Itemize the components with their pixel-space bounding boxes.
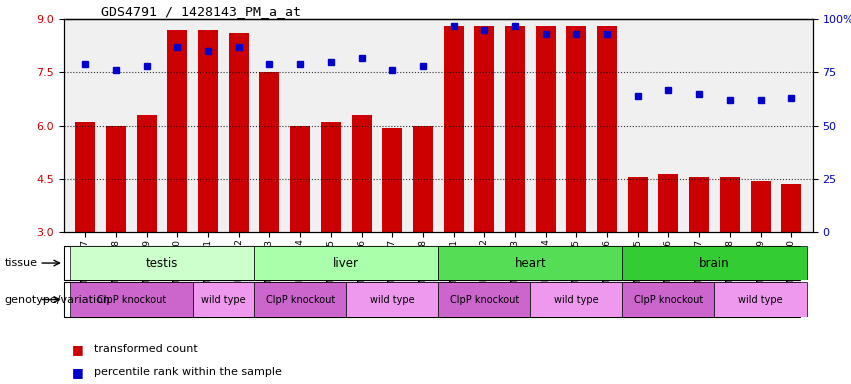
Bar: [192, 282, 254, 317]
Bar: [290, 126, 310, 232]
Text: transformed count: transformed count: [94, 344, 197, 354]
Bar: [260, 73, 279, 232]
Text: ClpP knockout: ClpP knockout: [97, 295, 166, 305]
Bar: [70, 246, 254, 280]
Text: ■: ■: [72, 343, 84, 356]
Bar: [751, 181, 770, 232]
Bar: [254, 246, 438, 280]
Bar: [443, 26, 464, 232]
Bar: [346, 282, 438, 317]
Bar: [229, 33, 248, 232]
Text: liver: liver: [334, 257, 359, 270]
Text: ■: ■: [72, 366, 84, 379]
Bar: [597, 26, 617, 232]
Text: ClpP knockout: ClpP knockout: [449, 295, 519, 305]
Bar: [137, 115, 157, 232]
Text: wild type: wild type: [554, 295, 599, 305]
Bar: [413, 126, 433, 232]
Bar: [659, 174, 678, 232]
Bar: [530, 282, 622, 317]
Bar: [720, 177, 740, 232]
Bar: [536, 26, 556, 232]
Bar: [198, 30, 218, 232]
Bar: [168, 30, 187, 232]
Text: wild type: wild type: [370, 295, 414, 305]
Text: percentile rank within the sample: percentile rank within the sample: [94, 367, 282, 377]
Bar: [622, 282, 715, 317]
Text: GDS4791 / 1428143_PM_a_at: GDS4791 / 1428143_PM_a_at: [101, 5, 301, 18]
Text: wild type: wild type: [738, 295, 783, 305]
Text: wild type: wild type: [201, 295, 246, 305]
Text: brain: brain: [700, 257, 730, 270]
Bar: [382, 127, 403, 232]
Bar: [505, 26, 525, 232]
Text: genotype/variation: genotype/variation: [4, 295, 111, 305]
Bar: [254, 282, 346, 317]
Bar: [689, 177, 709, 232]
Bar: [622, 246, 807, 280]
Text: testis: testis: [146, 257, 178, 270]
Bar: [567, 26, 586, 232]
Bar: [351, 115, 372, 232]
Bar: [76, 122, 95, 232]
Bar: [438, 282, 530, 317]
Bar: [438, 246, 622, 280]
Text: tissue: tissue: [4, 258, 37, 268]
Bar: [106, 126, 126, 232]
Bar: [474, 26, 494, 232]
Bar: [70, 282, 192, 317]
Text: ClpP knockout: ClpP knockout: [266, 295, 334, 305]
Bar: [321, 122, 340, 232]
Bar: [715, 282, 807, 317]
Bar: [781, 184, 801, 232]
Text: ClpP knockout: ClpP knockout: [634, 295, 703, 305]
Text: heart: heart: [515, 257, 546, 270]
Bar: [628, 177, 648, 232]
